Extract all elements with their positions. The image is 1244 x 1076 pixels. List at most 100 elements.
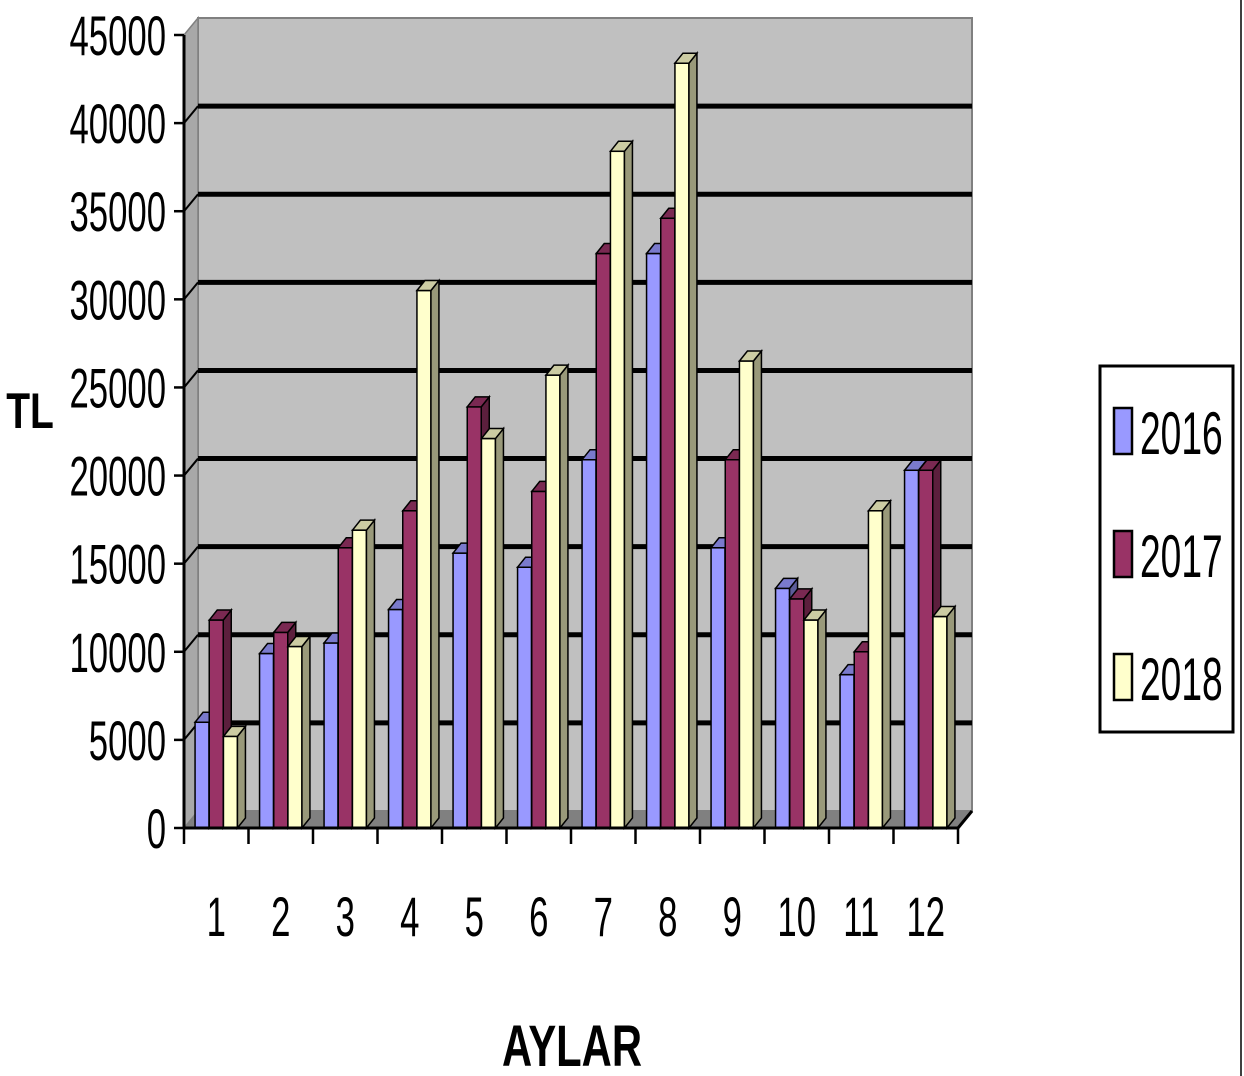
x-tick-label: 2 bbox=[271, 886, 290, 949]
x-tick-label: 4 bbox=[400, 886, 419, 949]
bar-front bbox=[853, 651, 869, 829]
bar-top bbox=[479, 427, 506, 440]
x-tick-label: 1 bbox=[207, 886, 226, 949]
bar-front bbox=[480, 437, 497, 829]
bar-front bbox=[918, 469, 934, 829]
y-tick-label: 15000 bbox=[69, 533, 166, 596]
bar-top bbox=[415, 279, 441, 292]
bar-front bbox=[674, 62, 690, 829]
bar-side bbox=[623, 139, 634, 831]
bar-2018-7 bbox=[608, 139, 635, 831]
bar-side bbox=[494, 426, 505, 831]
bar-front bbox=[531, 490, 547, 829]
bar-front bbox=[545, 374, 561, 829]
bar-front bbox=[323, 642, 339, 829]
bar-front bbox=[581, 458, 597, 829]
legend-label-2016: 2016 bbox=[1140, 400, 1223, 467]
legend-swatch-2017 bbox=[1112, 529, 1134, 579]
bar-side bbox=[430, 278, 440, 831]
x-axis-title: AYLAR bbox=[502, 1013, 642, 1076]
gridline-side bbox=[183, 634, 199, 653]
x-tick-label: 3 bbox=[336, 886, 355, 949]
y-tick-label: 40000 bbox=[69, 93, 166, 156]
y-tick-label: 30000 bbox=[69, 269, 166, 332]
bar-front bbox=[351, 529, 368, 829]
bar-top bbox=[866, 500, 893, 512]
bar-front bbox=[710, 547, 726, 829]
y-tick-label: 20000 bbox=[69, 445, 166, 508]
bar-front bbox=[466, 406, 482, 829]
y-tick-label: 5000 bbox=[89, 709, 166, 772]
x-tick-label: 8 bbox=[658, 886, 677, 949]
bar-side bbox=[559, 362, 569, 831]
legend-label-2017: 2017 bbox=[1140, 523, 1223, 590]
bar-front bbox=[222, 735, 239, 829]
bar-top bbox=[544, 364, 570, 376]
x-tick-label: 6 bbox=[529, 886, 548, 949]
bar-2018-1 bbox=[221, 724, 248, 831]
x-tick-label: 5 bbox=[465, 886, 484, 949]
bar-side bbox=[881, 498, 892, 831]
bar-front bbox=[932, 615, 948, 829]
bar-front bbox=[724, 458, 740, 829]
bar-2018-10 bbox=[802, 607, 828, 831]
legend: 2016 2017 2018 bbox=[1098, 364, 1235, 734]
bar-front bbox=[609, 150, 626, 829]
x-tick-label: 7 bbox=[594, 886, 613, 949]
y-tick-label: 45000 bbox=[69, 5, 166, 68]
bar-top bbox=[773, 577, 800, 590]
bar-2018-5 bbox=[479, 426, 506, 831]
x-tick-label: 9 bbox=[723, 886, 742, 949]
y-tick-label: 0 bbox=[147, 798, 166, 861]
legend-swatch-2016 bbox=[1112, 406, 1134, 456]
y-tick-labels: 0 5000 10000 15000 20000 25000 30000 35000 40000… bbox=[69, 5, 184, 861]
bar-top bbox=[788, 588, 814, 600]
bar-side bbox=[688, 51, 698, 831]
bar-top bbox=[286, 635, 312, 648]
x-tick-labels: 1 2 3 4 5 6 7 8 9 10 11 12 bbox=[182, 828, 960, 949]
x-tick-label: 12 bbox=[906, 886, 945, 949]
gridline-side bbox=[183, 457, 199, 477]
bar-front bbox=[595, 252, 611, 829]
bar-2018-12 bbox=[931, 604, 957, 831]
bar-side bbox=[817, 607, 827, 831]
bar-side bbox=[946, 604, 956, 831]
bar-front bbox=[208, 619, 224, 829]
bar-2018-11 bbox=[866, 498, 893, 831]
bar-2018-8 bbox=[673, 51, 699, 831]
bar-front bbox=[337, 547, 353, 829]
bar-front bbox=[402, 510, 418, 829]
bar-front bbox=[387, 608, 404, 829]
gridline-side bbox=[183, 281, 199, 300]
bar-front bbox=[903, 469, 920, 829]
bar-top bbox=[350, 519, 377, 531]
bar-front bbox=[774, 587, 791, 829]
bar-top bbox=[931, 605, 957, 618]
bar-top bbox=[465, 396, 491, 408]
side-wall bbox=[183, 15, 199, 831]
x-tick-label: 11 bbox=[843, 886, 879, 949]
bar-front bbox=[452, 552, 468, 829]
bar-front bbox=[738, 360, 755, 829]
gridline-side bbox=[183, 546, 199, 565]
bar-top bbox=[221, 725, 248, 738]
y-tick-label: 25000 bbox=[69, 357, 166, 420]
bar-top bbox=[673, 52, 699, 64]
bar-side bbox=[752, 348, 763, 831]
y-axis-title: TL bbox=[6, 382, 54, 439]
bar-2018-4 bbox=[415, 278, 441, 831]
y-tick-label: 35000 bbox=[69, 181, 166, 244]
bar-2017-1 bbox=[207, 607, 233, 831]
bar-top bbox=[272, 621, 298, 634]
gridline-side bbox=[183, 369, 199, 389]
bar-side bbox=[365, 518, 376, 831]
bar-top bbox=[802, 609, 828, 621]
bar-top bbox=[608, 140, 635, 153]
bar-front bbox=[867, 510, 884, 829]
bar-front bbox=[660, 217, 676, 829]
bar-front bbox=[287, 645, 303, 829]
bar-2018-3 bbox=[350, 518, 377, 831]
bar-front bbox=[645, 252, 662, 829]
bar-top bbox=[737, 350, 764, 362]
